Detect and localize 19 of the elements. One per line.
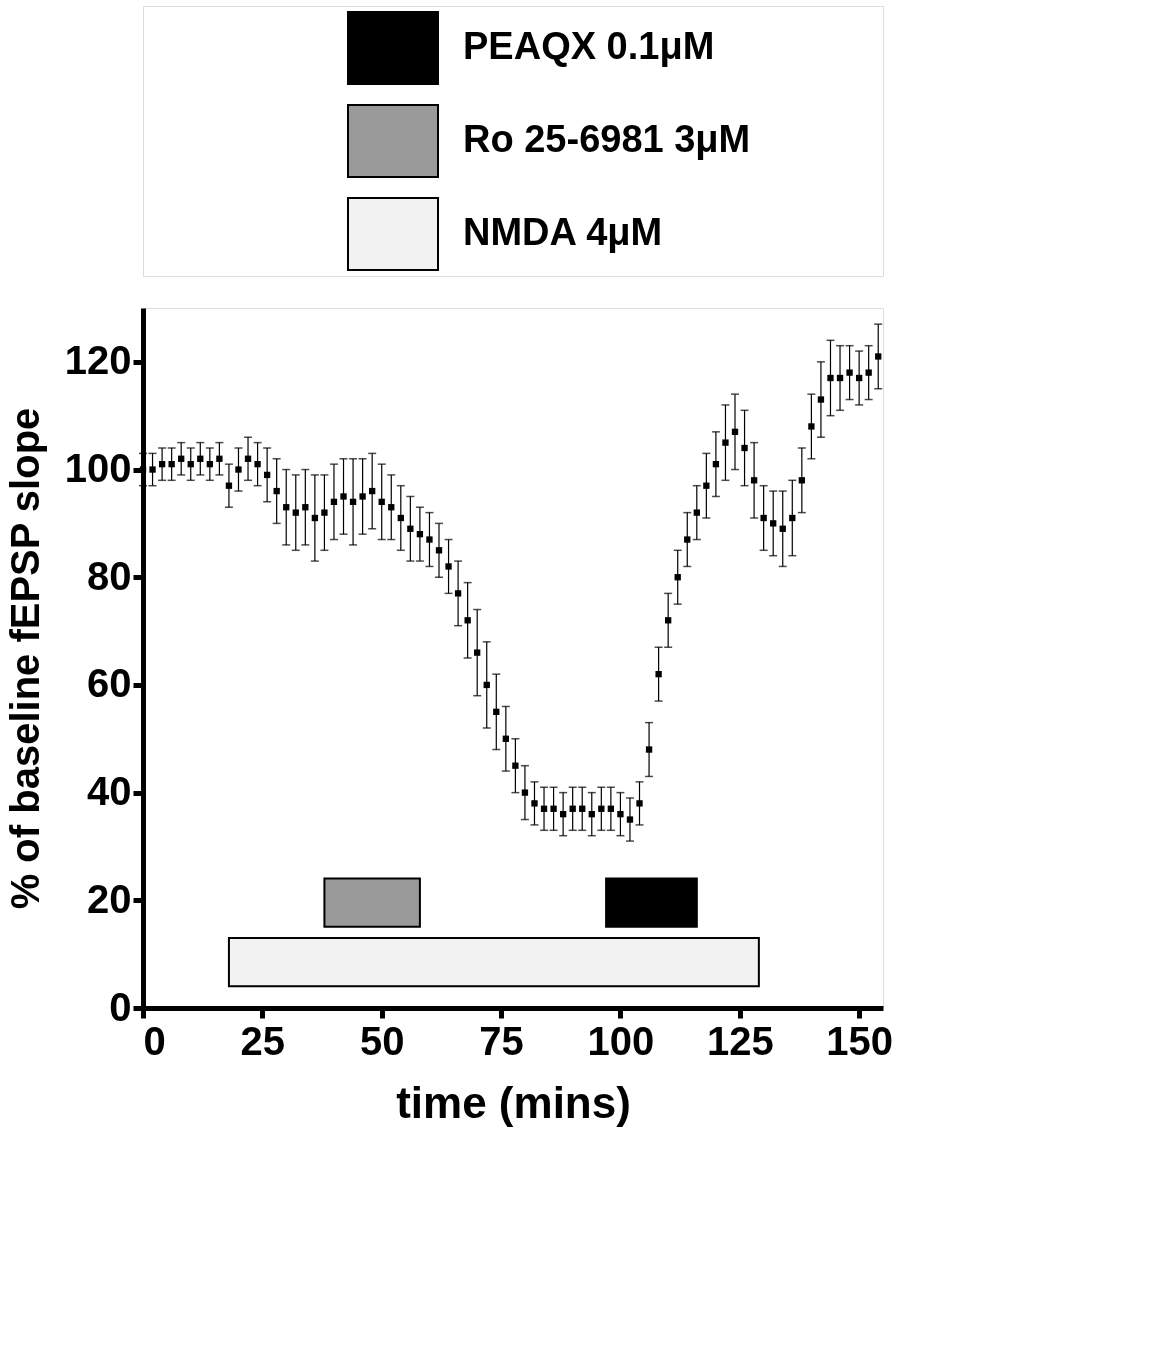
y-tick-label: 80 [87, 553, 132, 598]
legend-label: Ro 25-6981 3μM [463, 118, 751, 160]
x-tick-label: 50 [359, 1018, 405, 1063]
x-tick-label: 150 [826, 1018, 893, 1063]
x-tick-label: 0 [143, 1018, 166, 1063]
x-tick-label: 25 [240, 1018, 286, 1063]
y-axis-title: % of baseline fEPSP slope [2, 407, 47, 910]
y-tick-label: 0 [109, 984, 132, 1029]
x-tick-label: 100 [587, 1018, 655, 1063]
y-tick-label: 20 [87, 876, 132, 921]
y-tick-label: 40 [87, 769, 132, 814]
x-tick-label: 75 [479, 1018, 524, 1063]
y-tick-label: 60 [87, 661, 132, 706]
y-tick-label: 100 [64, 446, 132, 491]
y-tick-label: 120 [64, 338, 132, 383]
x-tick-label: 125 [706, 1018, 774, 1063]
legend-label: NMDA 4μM [463, 211, 663, 254]
legend-label: PEAQX 0.1μM [463, 24, 715, 67]
x-axis-title: time (mins) [396, 1077, 631, 1127]
